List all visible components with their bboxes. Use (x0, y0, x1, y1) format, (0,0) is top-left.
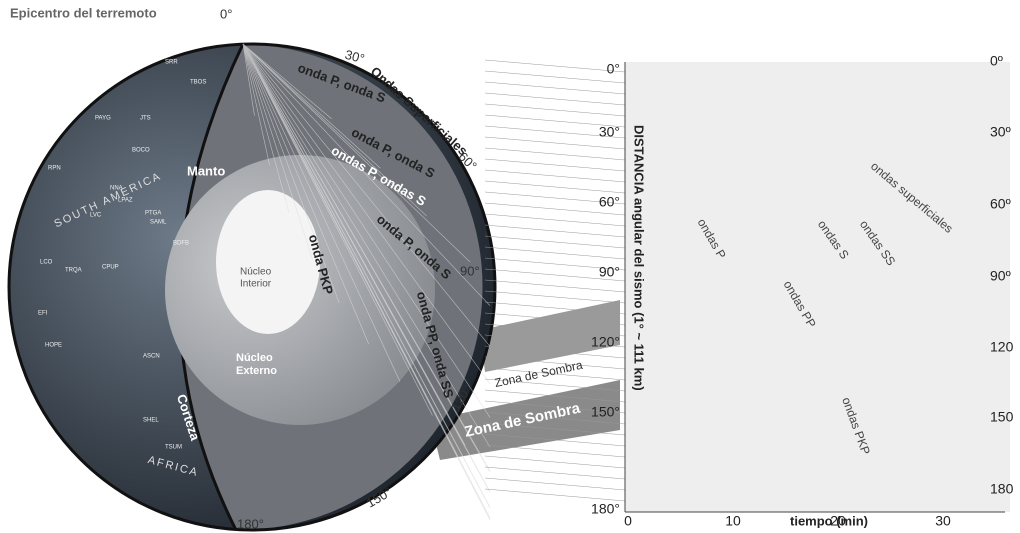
station-label: JTS (140, 116, 151, 122)
connector-line (485, 225, 625, 237)
station-label: TSUM (165, 445, 182, 451)
x-tick-label: 30 (935, 513, 951, 529)
station-label: HOPE (45, 343, 62, 349)
y2-tick-label: 90º (990, 268, 1011, 284)
x-tick-label: 0 (624, 513, 632, 529)
connector-line (485, 148, 625, 160)
y-tick-label: 180° (591, 501, 620, 517)
station-label: CPUP (102, 265, 119, 271)
station-label: RPN (48, 166, 61, 172)
station-label: NNA (110, 186, 123, 192)
x-axis-label: tiempo (min) (790, 513, 868, 528)
y-tick-label: 60° (599, 194, 620, 210)
connector-line (485, 104, 625, 116)
station-label: PAYG (95, 116, 111, 122)
connector-line (485, 291, 625, 303)
station-label: LPAZ (118, 198, 133, 204)
y-axis-label: DISTANCIA angular del sismo (1° ~ 111 km… (632, 125, 647, 391)
layer-label: Interior (240, 279, 272, 290)
y-tick-label: 150° (591, 404, 620, 420)
y2-tick-label: 30º (990, 124, 1011, 140)
y2-tick-label: 60º (990, 196, 1011, 212)
connector-line (485, 82, 625, 94)
connector-line (485, 467, 625, 479)
station-label: TRQA (65, 268, 82, 274)
connector-line (485, 247, 625, 259)
layer-label: Externo (236, 365, 277, 377)
seismogram-panel (625, 62, 1010, 512)
layer-label: Manto (187, 163, 225, 178)
y-tick-label: 30° (599, 124, 620, 140)
connector-line (485, 60, 625, 72)
y2-tick-label: 180 (990, 481, 1014, 497)
epicenter-label: Epicentro del terremoto (10, 5, 157, 20)
angle-label: 90° (460, 263, 480, 278)
connector-line (485, 159, 625, 171)
connector-line (485, 170, 625, 182)
connector-line (485, 181, 625, 193)
layer-label: Núcleo (236, 352, 273, 364)
station-label: ASCN (143, 354, 160, 360)
station-label: SAML (150, 220, 167, 226)
connector-line (485, 456, 625, 468)
station-label: LVC (90, 213, 102, 219)
angle-label: 180° (237, 516, 264, 531)
connector-line (485, 236, 625, 248)
station-label: BDFB (173, 241, 189, 247)
connector-line (485, 445, 625, 457)
y-tick-label: 90° (599, 264, 620, 280)
connector-line (485, 478, 625, 490)
connector-line (485, 93, 625, 105)
station-label: LCO (40, 260, 53, 266)
y2-tick-label: 150 (990, 409, 1014, 425)
y2-tick-label: 0º (990, 53, 1003, 69)
y2-tick-label: 120 (990, 339, 1014, 355)
y-tick-label: 120° (591, 334, 620, 350)
station-label: PTGA (145, 211, 161, 217)
diagram: Epicentro del terremoto 0° 30° 60° 90° 1… (0, 0, 1020, 533)
x-tick-label: 20 (830, 513, 846, 529)
connector-line (485, 214, 625, 226)
layer-label: Núcleo (240, 267, 272, 278)
station-label: SRR (165, 60, 178, 66)
inner-core (216, 190, 320, 334)
y-tick-label: 0° (607, 61, 620, 77)
angle-label: 0° (220, 6, 232, 21)
connector-line (485, 489, 625, 501)
station-label: SHEL (143, 418, 159, 424)
station-label: EFI (38, 311, 48, 317)
station-label: TBOS (190, 80, 206, 86)
station-label: BOCO (132, 148, 150, 154)
connector-line (485, 71, 625, 83)
connector-line (485, 280, 625, 292)
x-tick-label: 10 (725, 513, 741, 529)
